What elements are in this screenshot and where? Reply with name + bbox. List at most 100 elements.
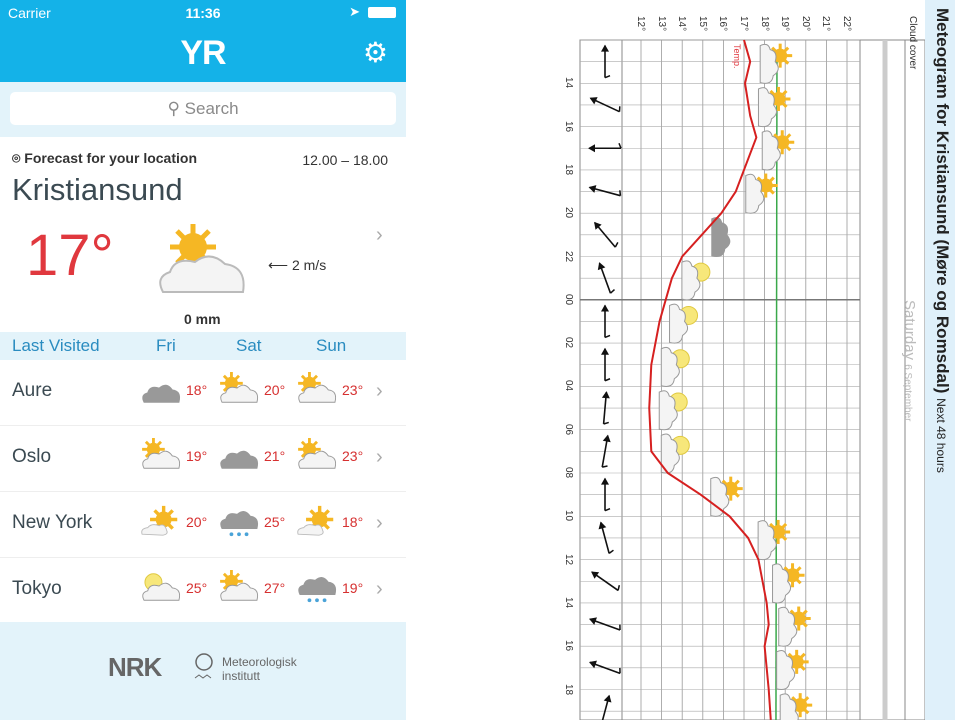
wind-arrow-icon [589, 660, 621, 675]
wind-arrow-icon [601, 347, 611, 382]
day-temperature: 25° [264, 514, 286, 530]
meteogram-title: Meteogram for Kristiansund (Møre og Roms… [932, 8, 952, 473]
partly-cloudy-symbol [778, 606, 811, 647]
city-name: New York [12, 512, 93, 533]
time-tick-label: 16 [563, 120, 574, 132]
wind-arrow-icon [589, 617, 621, 631]
wind-speed: 2 m/s [291, 257, 327, 273]
cloudy-icon [220, 450, 259, 469]
search-input[interactable]: ⚲ Search [10, 92, 396, 125]
wind-arrow-icon [589, 97, 621, 113]
wind-arrow-icon [598, 521, 614, 555]
reference-line [775, 61, 778, 720]
city-name: Kristiansund [12, 172, 183, 207]
met-line2: institutt [222, 669, 261, 683]
time-tick-label: 14 [563, 596, 574, 609]
search-bar: ⚲ Search [0, 82, 406, 137]
time-tick-label: 02 [563, 337, 574, 349]
forecast-heading: ⌾ Forecast for your location [12, 150, 197, 167]
meteogram-chart [579, 39, 926, 720]
time-tick-label: 08 [563, 467, 574, 479]
last-visited-row[interactable]: Aure 18° 20° 23° › [0, 360, 406, 426]
wind-readout: ⟵ 2 m/s [268, 257, 326, 274]
day-label: Sat [236, 336, 262, 355]
partly-cloudy-icon [298, 372, 337, 403]
partly-cloudy-pale-icon [142, 573, 181, 601]
wind-arrow-icon [601, 477, 611, 512]
wind-arrow-icon [594, 221, 619, 248]
temp-series-label: Temp. [732, 44, 742, 69]
time-tick-label: 20 [563, 207, 574, 219]
chart-title: Meteogram for Kristiansund (Møre og Roms… [933, 8, 952, 394]
chevron-right-icon[interactable]: › [376, 446, 383, 468]
time-tick-label: 22 [563, 250, 574, 262]
day-temperature: 18° [186, 382, 208, 398]
time-tick-label: 06 [563, 423, 574, 435]
wind-arrow-icon [600, 694, 612, 720]
city-name: Oslo [12, 446, 52, 467]
partly-cloudy-symbol [772, 563, 805, 604]
wind-arrow-icon [588, 142, 622, 153]
last-visited-row[interactable]: Tokyo 25° 27° 19° › [0, 558, 406, 624]
partly-cloudy-icon [220, 372, 259, 403]
last-visited-row[interactable]: New York 20° 25° 18° › [0, 492, 406, 558]
wind-arrow-icon [597, 262, 615, 294]
temp-tick-label: 20° [799, 16, 811, 32]
temp-tick-label: 21° [820, 16, 832, 32]
chevron-right-icon[interactable]: › [376, 578, 383, 600]
chevron-right-icon[interactable]: › [376, 512, 383, 534]
temp-tick-label: 12° [635, 16, 646, 32]
current-temperature: 17° [26, 223, 114, 288]
day-temperature: 19° [342, 580, 364, 596]
temp-tick-label: 22° [841, 16, 852, 32]
rain-icon [220, 511, 259, 537]
chart-subtitle: Next 48 hours [934, 398, 948, 473]
wind-arrow-icon [588, 185, 622, 197]
yr-app: Carrier 11:36 ➤ YR ⚙ ⚲ Search ⌾ Forecast… [0, 0, 406, 720]
fair-icon [297, 505, 334, 536]
met-institute-logo: Meteorologisk institutt [222, 655, 297, 683]
temp-tick-label: 17° [738, 16, 749, 32]
time-tick-label: 04 [563, 380, 574, 392]
time-tick-label: 14 [563, 77, 574, 89]
time-tick-label: 18 [563, 683, 574, 695]
day-temperature: 18° [342, 514, 364, 530]
temp-tick-label: 16° [717, 16, 729, 32]
city-name: Tokyo [12, 578, 62, 599]
battery-icon [368, 7, 396, 18]
cloudy-icon [142, 384, 181, 403]
last-visited-header: Last Visited Fri Sat Sun [0, 332, 406, 360]
partly-cloudy-pale-symbol [660, 433, 690, 474]
chevron-right-icon[interactable]: › [376, 380, 383, 402]
partly-cloudy-symbol [757, 86, 791, 128]
day-temperature: 20° [264, 382, 286, 398]
partly-cloudy-icon [159, 224, 245, 293]
partly-cloudy-icon [142, 438, 181, 469]
city-name: Aure [12, 380, 53, 401]
partly-cloudy-symbol [745, 173, 778, 214]
temp-tick-label: 19° [779, 16, 791, 32]
wind-arrow-icon: ⟵ [268, 257, 292, 273]
status-and-nav-bar: Carrier 11:36 ➤ YR ⚙ [0, 0, 406, 82]
temp-tick-label: 13° [655, 16, 667, 32]
search-icon: ⚲ [167, 99, 185, 118]
day-label: Saturday 6 September [901, 300, 918, 421]
last-visited-row[interactable]: Oslo 19° 21° 23° › [0, 426, 406, 492]
chevron-right-icon[interactable]: › [376, 224, 383, 246]
day-temperature: 27° [264, 580, 286, 596]
cloud-cover-label: Cloud cover [907, 16, 918, 70]
precipitation: 0 mm [184, 311, 221, 327]
forecast-period: 12.00 – 18.00 [302, 152, 388, 168]
title-band [925, 0, 955, 720]
cloudy-symbol [711, 217, 731, 258]
temp-tick-label: 15° [696, 16, 708, 32]
gear-icon[interactable]: ⚙ [362, 37, 388, 68]
wind-arrow-icon [591, 571, 621, 592]
partly-cloudy-pale-symbol [681, 260, 711, 301]
location-arrow-icon: ➤ [349, 4, 360, 19]
rain-icon [298, 577, 337, 603]
day-temperature: 25° [186, 580, 208, 596]
day-temperature: 19° [186, 448, 208, 464]
forecast-heading-text: Forecast for your location [24, 150, 197, 166]
footer: NRK Meteorologisk institutt [0, 622, 406, 720]
